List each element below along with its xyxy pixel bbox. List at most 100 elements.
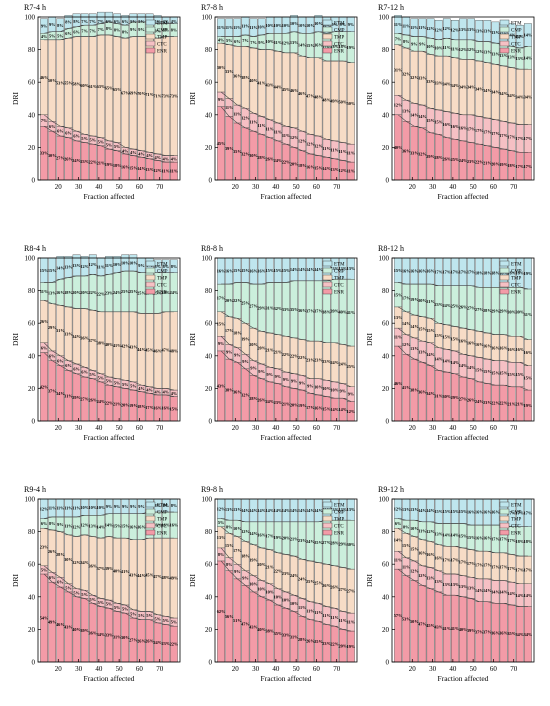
data-label-enr: 30%: [121, 635, 130, 640]
data-label-enr: 31%: [434, 393, 443, 398]
legend-label-ctc: CTC: [157, 284, 167, 289]
data-label-etm: 13%: [347, 266, 356, 271]
legend-label-tmp: TMP: [334, 518, 345, 523]
data-label-etm: 14%: [282, 508, 291, 513]
y-tick-label: 40: [382, 111, 390, 119]
legend-label-enr: ENR: [334, 291, 345, 296]
data-label-etm: 16%: [426, 269, 435, 274]
data-label-cmp: 20%: [418, 298, 427, 303]
data-label-tmp: 16%: [524, 350, 533, 355]
data-label-enr: 56%: [225, 614, 234, 619]
data-label-cmp: 17%: [499, 537, 508, 542]
data-label-cmp: 17%: [491, 537, 500, 542]
legend-label-enr: ENR: [334, 50, 345, 55]
data-label-ctc: 11%: [347, 620, 355, 625]
data-label-ctc: 16%: [442, 122, 451, 127]
data-label-enr: 26%: [442, 156, 451, 161]
data-label-enr: 25%: [314, 639, 323, 644]
data-label-cmp: 4%: [41, 34, 47, 39]
legend-swatch-tmp: [499, 274, 510, 281]
data-label-cmp: 13%: [499, 53, 508, 58]
data-label-enr: 18%: [507, 163, 516, 168]
data-label-ctc: 11%: [266, 126, 274, 131]
data-label-cmp: 37%: [314, 309, 323, 314]
chart-title: R7-4 h: [24, 3, 46, 12]
data-label-cmp: 15%: [459, 533, 468, 538]
legend: ETM CMP TMP CTC ENR: [499, 260, 522, 296]
data-label-enr: 21%: [282, 401, 291, 406]
data-label-cmp: 14%: [298, 42, 307, 47]
legend-swatch-etm: [322, 19, 333, 26]
data-label-tmp: 37%: [88, 338, 97, 343]
data-label-enr: 23%: [162, 641, 171, 646]
data-label-ctc: 5%: [122, 607, 128, 612]
data-label-enr: 43%: [249, 625, 258, 630]
data-label-cmp: 12%: [475, 49, 484, 54]
data-label-cmp: 9%: [154, 28, 160, 33]
data-label-ctc: 9%: [234, 353, 240, 358]
data-label-enr: 27%: [459, 397, 468, 402]
data-label-enr: 37%: [483, 629, 492, 634]
y-axis-label: DRI: [188, 333, 197, 346]
x-axis-label: Fraction affected: [261, 674, 312, 683]
data-label-cmp: 12%: [426, 529, 435, 534]
data-label-ctc: 9%: [348, 392, 354, 397]
data-label-tmp: 48%: [314, 94, 323, 99]
data-label-ctc: 4%: [122, 148, 128, 153]
legend-swatch-etm: [322, 501, 333, 508]
data-label-ctc: 9%: [226, 349, 232, 354]
y-tick-label: 20: [28, 144, 36, 152]
data-label-etm: 13%: [491, 30, 500, 35]
data-label-cmp: 25%: [137, 291, 146, 296]
data-label-cmp: 22%: [233, 298, 242, 303]
data-label-cmp: 18%: [339, 44, 348, 49]
legend-swatch-tmp: [499, 33, 510, 40]
series-line-tmp: [220, 526, 351, 570]
data-label-ctc: 5%: [114, 144, 120, 149]
data-label-tmp: 60%: [80, 83, 89, 88]
data-label-etm: 14%: [306, 267, 315, 272]
data-label-etm: 6%: [106, 19, 112, 24]
data-label-ctc: 11%: [331, 147, 339, 152]
data-label-etm: 9%: [340, 22, 346, 27]
data-label-tmp: 50%: [339, 99, 348, 104]
legend-swatch-etm: [499, 260, 510, 267]
legend-swatch-enr: [499, 529, 510, 536]
data-label-ctc: 14%: [410, 112, 419, 117]
data-label-tmp: 14%: [394, 537, 403, 542]
data-label-enr: 20%: [290, 402, 299, 407]
legend-swatch-enr: [145, 288, 156, 295]
data-label-enr: 17%: [145, 405, 154, 410]
data-label-etm: 15%: [394, 268, 403, 273]
y-axis-label: DRI: [11, 333, 20, 346]
data-label-cmp: 12%: [282, 41, 291, 46]
data-label-enr: 47%: [241, 621, 250, 626]
data-label-enr: 22%: [475, 160, 484, 165]
data-label-enr: 41%: [442, 626, 451, 631]
data-label-ctc: 14%: [499, 590, 508, 595]
y-tick-label: 80: [28, 46, 36, 54]
data-label-ctc: 16%: [459, 125, 468, 130]
data-label-enr: 19%: [347, 644, 356, 649]
data-label-etm: 9%: [331, 22, 337, 27]
data-label-etm: 11%: [410, 25, 418, 30]
data-label-cmp: 27%: [322, 540, 331, 545]
data-label-etm: 13%: [347, 507, 356, 512]
data-label-tmp: 34%: [467, 85, 476, 90]
data-label-ctc: 9%: [218, 341, 224, 346]
data-label-ctc: 13%: [467, 585, 476, 590]
data-label-cmp: 15%: [306, 43, 315, 48]
data-label-etm: 15%: [282, 268, 291, 273]
data-label-enr: 14%: [339, 407, 348, 412]
y-tick-label: 20: [205, 144, 213, 152]
x-tick-label: 20: [409, 424, 417, 432]
data-label-etm: 12%: [88, 262, 97, 267]
data-label-enr: 24%: [475, 399, 484, 404]
data-label-ctc: 4%: [163, 389, 169, 394]
data-label-enr: 36%: [491, 630, 500, 635]
data-label-tmp: 32%: [410, 75, 419, 80]
legend-swatch-tmp: [145, 515, 156, 522]
data-label-etm: 12%: [217, 506, 226, 511]
data-label-enr: 34%: [56, 391, 65, 396]
data-label-tmp: 25%: [306, 579, 315, 584]
